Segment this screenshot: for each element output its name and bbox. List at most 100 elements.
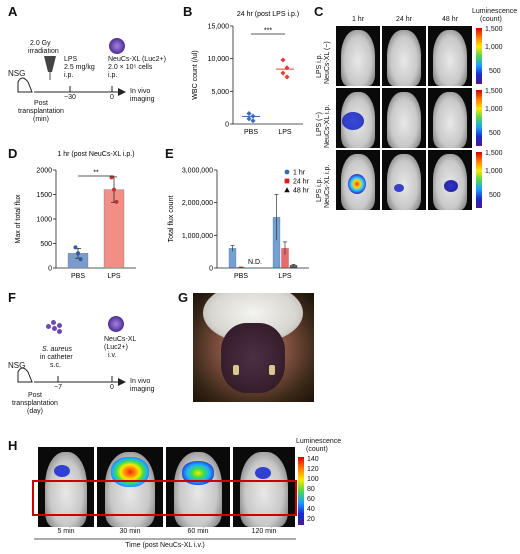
luminescence-signal — [348, 174, 366, 194]
cbar-h-tick-60: 60 — [307, 496, 315, 503]
y-tick-label: 1000 — [36, 217, 52, 224]
timeline-arrow-f — [17, 367, 126, 386]
cbar-r3-tick-1500: 1,500 — [485, 150, 503, 157]
time-axis-label: Time (post NeuCs-XL i.v.) — [125, 542, 205, 549]
in-vivo-imaging-f: In vivo — [130, 378, 151, 385]
legend-title-h: Luminescence — [296, 438, 342, 445]
significance-label: ** — [93, 170, 99, 177]
colorbar-r2 — [476, 90, 482, 146]
legend-subtitle-c: (count) — [480, 16, 502, 23]
x-tick-label: PBS — [234, 273, 248, 280]
data-point — [78, 257, 83, 262]
legend-marker — [284, 178, 290, 184]
nsg-label-f: NSG — [8, 361, 26, 370]
panel-letter-c: C — [314, 4, 324, 19]
in-vivo-imaging: In vivo — [130, 88, 151, 95]
data-point — [284, 74, 290, 80]
data-point — [280, 57, 286, 63]
wound-clip-right — [269, 365, 275, 375]
chart-d-max-flux-bar: 1 hr (post NeuCs-XL i.p.) 0 500 1000 1500 200… — [15, 151, 136, 280]
cbar-h-tick-40: 40 — [307, 506, 315, 513]
data-point — [112, 187, 116, 192]
time-axis-line — [34, 538, 296, 540]
col-label-1hr: 1 hr — [351, 16, 365, 23]
colorbar-h — [298, 457, 304, 525]
data-point — [280, 70, 286, 76]
cbar-r3-tick-500: 500 — [489, 192, 501, 199]
y-tick-label: 1,000,000 — [182, 233, 213, 240]
x-tick-label: LPS — [278, 129, 292, 136]
data-point — [246, 111, 252, 117]
y-tick-label: 500 — [40, 241, 52, 248]
y-tick-label: 15,000 — [208, 24, 230, 31]
legend-marker — [284, 187, 290, 193]
neucs-cell-icon — [109, 38, 125, 54]
chart-b-wbc-scatter: 24 hr (post LPS i.p.) 0 5,000 10,000 15,000 W… — [192, 11, 303, 136]
data-point — [73, 245, 78, 250]
row-3-line-2: NeuCs-XL i.p. — [324, 164, 331, 208]
timeline-arrow — [17, 77, 126, 96]
chart-title: 24 hr (post LPS i.p.) — [237, 11, 299, 18]
wound-clip-left — [233, 365, 239, 375]
neucs-cell-icon — [108, 316, 124, 332]
mouse-image-r3-c1 — [336, 150, 380, 210]
post-transplantation-f-3: (day) — [27, 408, 43, 415]
neucs-dose: 2.0 × 10⁵ cells — [108, 64, 153, 71]
panel-letter-e: E — [165, 146, 174, 161]
neucs-route-f: i.v. — [108, 352, 117, 359]
mouse-image-r2-c1 — [336, 88, 380, 148]
luminescence-signal — [111, 457, 149, 487]
lps-label: LPS — [64, 56, 78, 63]
nd-annotation: N.D. — [248, 259, 262, 266]
luminescence-signal — [54, 465, 70, 477]
in-vivo-imaging-2: imaging — [130, 96, 155, 103]
cbar-r2-tick-500: 500 — [489, 130, 501, 137]
row-2-line-1: LPS (−) — [316, 112, 323, 136]
colorbar-r3 — [476, 152, 482, 208]
mouse-image-r3-c2 — [382, 150, 426, 210]
chart-title: 1 hr (post NeuCs-XL i.p.) — [57, 151, 134, 158]
bacteria-cluster-icon — [46, 320, 64, 334]
time-label-5min: 5 min — [57, 528, 75, 535]
y-tick-label: 2000 — [36, 168, 52, 175]
mouse-image-r1-c3 — [428, 26, 472, 86]
mouse-image-r3-c3 — [428, 150, 472, 210]
y-axis-label: Max of total flux — [15, 194, 22, 244]
lps-route: i.p. — [64, 72, 74, 79]
luminescence-signal — [444, 180, 458, 192]
saureus-route: s.c. — [50, 362, 61, 369]
cbar-r2-tick-1000: 1,000 — [485, 106, 503, 113]
cbar-r1-tick-500: 500 — [489, 68, 501, 75]
col-label-24hr: 24 hr — [396, 16, 412, 23]
y-tick-label: 0 — [48, 266, 52, 273]
tick-minus-30: −30 — [64, 94, 76, 101]
cbar-h-tick-140: 140 — [307, 456, 319, 463]
panel-letter-g: G — [178, 290, 189, 305]
saureus-catheter: in catheter — [40, 354, 73, 361]
time-label-120min: 120 min — [251, 528, 277, 535]
tick-zero-f: 0 — [110, 384, 114, 391]
mouse-image-r2-c3 — [428, 88, 472, 148]
y-tick-label: 0 — [225, 122, 229, 129]
col-label-48hr: 48 hr — [442, 16, 458, 23]
y-tick-label: 0 — [209, 266, 213, 273]
cbar-r1-tick-1500: 1,500 — [485, 26, 503, 33]
data-point — [114, 199, 119, 204]
mouse-image-r1-c1 — [336, 26, 380, 86]
data-point — [250, 113, 256, 119]
mouse-image-r2-c2 — [382, 88, 426, 148]
tick-zero: 0 — [110, 94, 114, 101]
cbar-h-tick-120: 120 — [307, 466, 319, 473]
post-transplantation: Post — [33, 100, 48, 107]
post-transplantation-f: Post — [27, 392, 42, 399]
row-label-1: LPS i.p. NeuCs-XL (−) — [314, 26, 334, 86]
neucs-label-f: NeuCs-XL — [104, 336, 137, 343]
time-label-30min: 30 min — [119, 528, 141, 535]
legend-label: 48 hr — [293, 188, 310, 195]
panel-letter-d: D — [8, 146, 18, 161]
legend-marker — [284, 169, 290, 175]
y-tick-label: 2,000,000 — [182, 200, 213, 207]
legend-subtitle-h: (count) — [306, 446, 328, 453]
colorbar-r1 — [476, 28, 482, 84]
cbar-r3-tick-1000: 1,000 — [485, 168, 503, 175]
